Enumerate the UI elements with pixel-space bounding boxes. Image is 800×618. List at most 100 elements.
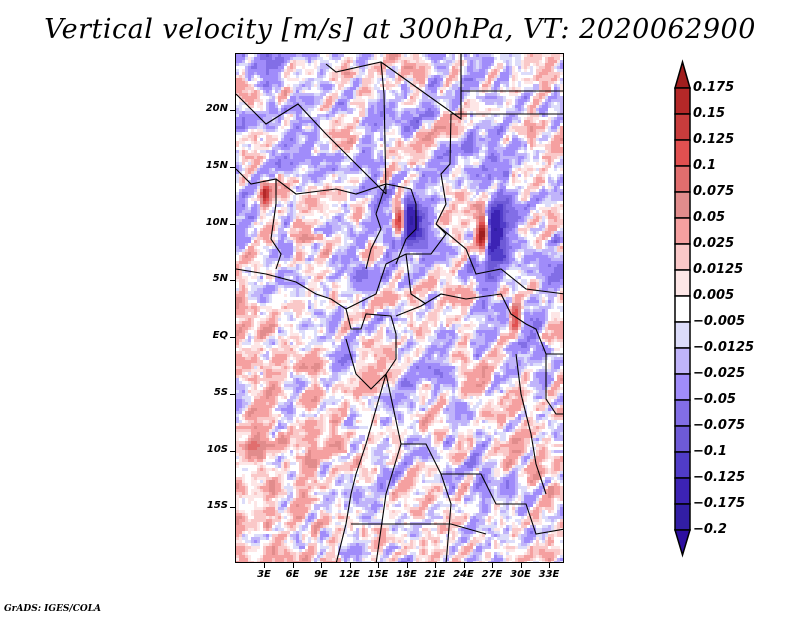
x-tick-label: 6E (285, 569, 300, 580)
x-tick-label: 21E (424, 569, 446, 580)
y-tick-mark (230, 280, 235, 282)
colorbar-swatch (674, 269, 691, 297)
country-border (440, 473, 452, 562)
x-tick-mark (292, 563, 294, 568)
colorbar-label: −0.0125 (693, 340, 755, 355)
grads-credit: GrADS: IGES/COLA (4, 604, 102, 614)
colorbar-label: 0.025 (693, 236, 735, 251)
colorbar-label: −0.075 (693, 418, 746, 433)
country-border (435, 223, 563, 295)
colorbar-label: −0.005 (693, 314, 746, 329)
y-tick-mark (230, 223, 235, 225)
x-tick-mark (321, 563, 322, 568)
x-tick-mark (264, 563, 265, 568)
colorbar (673, 59, 692, 558)
colorbar-swatch (674, 217, 691, 245)
x-tick-mark (520, 563, 522, 568)
country-border (335, 373, 387, 562)
country-border (405, 253, 427, 305)
country-border (345, 338, 387, 390)
country-border (395, 188, 417, 265)
x-tick-mark (492, 563, 493, 568)
colorbar-swatch (674, 373, 691, 401)
x-tick-label: 15E (367, 569, 389, 580)
colorbar-extend-min (673, 529, 692, 558)
country-border (460, 54, 563, 92)
colorbar-swatch (674, 503, 691, 531)
x-tick-mark (463, 563, 465, 568)
colorbar-label: −0.025 (693, 366, 746, 381)
country-border (236, 268, 347, 310)
x-tick-label: 30E (510, 569, 531, 580)
colorbar-label: −0.05 (693, 392, 736, 407)
y-tick-mark (230, 393, 235, 395)
country-border (351, 523, 487, 535)
country-border (515, 353, 547, 495)
y-tick-mark (230, 110, 235, 111)
x-tick-label: 18E (396, 569, 417, 580)
colorbar-swatch (674, 87, 691, 115)
y-tick-label: 10N (205, 216, 228, 228)
x-tick-label: 3E (257, 569, 271, 580)
colorbar-label: −0.2 (693, 522, 727, 537)
y-tick-mark (230, 507, 235, 509)
colorbar-swatch (674, 295, 691, 323)
y-tick-label: 5S (213, 386, 228, 398)
country-border (500, 293, 563, 355)
country-border (375, 443, 402, 562)
y-tick-mark (230, 450, 235, 452)
country-border (365, 183, 387, 270)
country-border (395, 293, 502, 317)
country-border (435, 91, 462, 225)
country-border (236, 168, 412, 195)
x-tick-label: 9E (314, 569, 328, 580)
colorbar-extend-max (674, 59, 691, 89)
colorbar-label: 0.075 (693, 184, 735, 199)
colorbar-swatch (674, 113, 691, 141)
colorbar-swatch (674, 347, 691, 375)
country-border (325, 54, 462, 121)
colorbar-swatch (674, 243, 691, 271)
colorbar-label: 0.125 (693, 132, 735, 147)
x-tick-mark (349, 563, 351, 568)
x-tick-mark (549, 563, 550, 568)
x-tick-label: 24E (453, 569, 474, 580)
colorbar-swatch (674, 477, 691, 505)
colorbar-label: 0.0125 (693, 262, 744, 277)
x-tick-label: 33E (538, 569, 560, 580)
country-border (345, 253, 407, 310)
colorbar-swatch (674, 451, 691, 479)
country-border (545, 354, 563, 415)
colorbar-label: 0.1 (693, 158, 717, 173)
colorbar-swatch (674, 165, 691, 193)
map-plot-area (235, 53, 564, 563)
colorbar-label: 0.05 (693, 210, 726, 225)
country-borders (236, 54, 563, 562)
y-tick-label: 15S (206, 500, 228, 512)
country-border (236, 93, 387, 195)
colorbar-label: −0.125 (693, 470, 746, 485)
x-tick-label: 27E (481, 569, 503, 580)
x-tick-mark (378, 563, 379, 568)
y-tick-label: 10S (206, 443, 228, 455)
y-tick-mark (230, 166, 235, 168)
y-tick-label: 15N (205, 159, 228, 171)
y-tick-label: 5N (212, 273, 228, 285)
x-tick-mark (406, 563, 408, 568)
y-tick-label: 20N (205, 103, 228, 114)
x-tick-mark (435, 563, 436, 568)
colorbar-label: 0.15 (693, 106, 726, 121)
colorbar-label: 0.005 (693, 288, 735, 303)
colorbar-swatch (674, 321, 691, 349)
colorbar-label: 0.175 (693, 80, 735, 95)
country-border (270, 179, 282, 270)
colorbar-swatch (674, 399, 691, 427)
y-tick-label: EQ (212, 330, 228, 341)
chart-title: Vertical velocity [m/s] at 300hPa, VT: 2… (44, 14, 756, 45)
country-border (380, 61, 387, 195)
colorbar-swatch (674, 425, 691, 453)
colorbar-swatch (674, 191, 691, 219)
colorbar-label: −0.1 (693, 444, 727, 459)
colorbar-swatch (674, 139, 691, 167)
colorbar-label: −0.175 (693, 496, 746, 511)
